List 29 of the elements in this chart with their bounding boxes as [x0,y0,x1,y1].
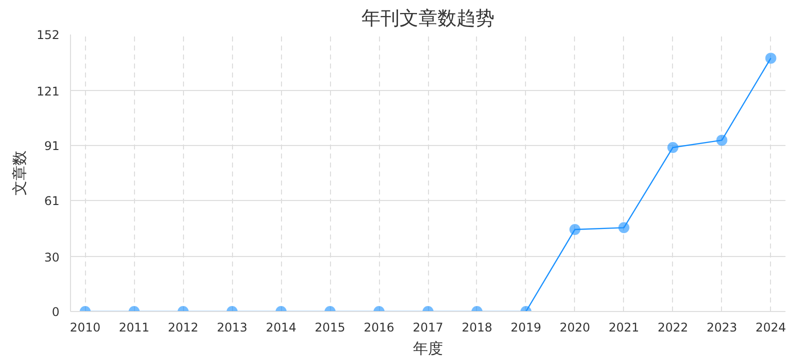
y-tick-label: 30 [44,250,60,264]
x-tick-label: 2012 [168,320,198,334]
x-tick-label: 2016 [364,320,394,334]
y-tick-label: 0 [52,305,60,319]
x-tick-label: 2023 [706,320,738,334]
x-tick-label: 2010 [70,320,100,334]
x-tick-label: 2015 [314,320,346,334]
x-tick-label: 2013 [216,320,248,334]
x-tick-label: 2011 [118,320,150,334]
x-axis-title: 年度 [413,340,443,358]
y-tick-label: 91 [44,139,60,154]
point [618,222,630,234]
x-tick-label: 2022 [658,320,688,334]
point [765,52,776,64]
point [716,134,728,146]
chart-title: 年刊文章数趋势 [362,8,494,30]
y-tick-label: 152 [36,28,60,42]
y-tick-label: 61 [44,194,60,208]
y-axis-title: 文章数 [10,150,29,196]
x-tick-label: 2018 [462,320,492,334]
x-tick-label: 2014 [266,320,296,334]
x-tick-label: 2024 [756,320,786,334]
x-tick-label: 2020 [560,320,590,334]
point [667,142,678,153]
x-tick-label: 2021 [608,320,640,334]
y-tick-label: 121 [36,84,60,98]
x-tick-label: 2017 [412,320,444,334]
point [569,224,580,235]
x-tick-label: 2019 [510,320,542,334]
